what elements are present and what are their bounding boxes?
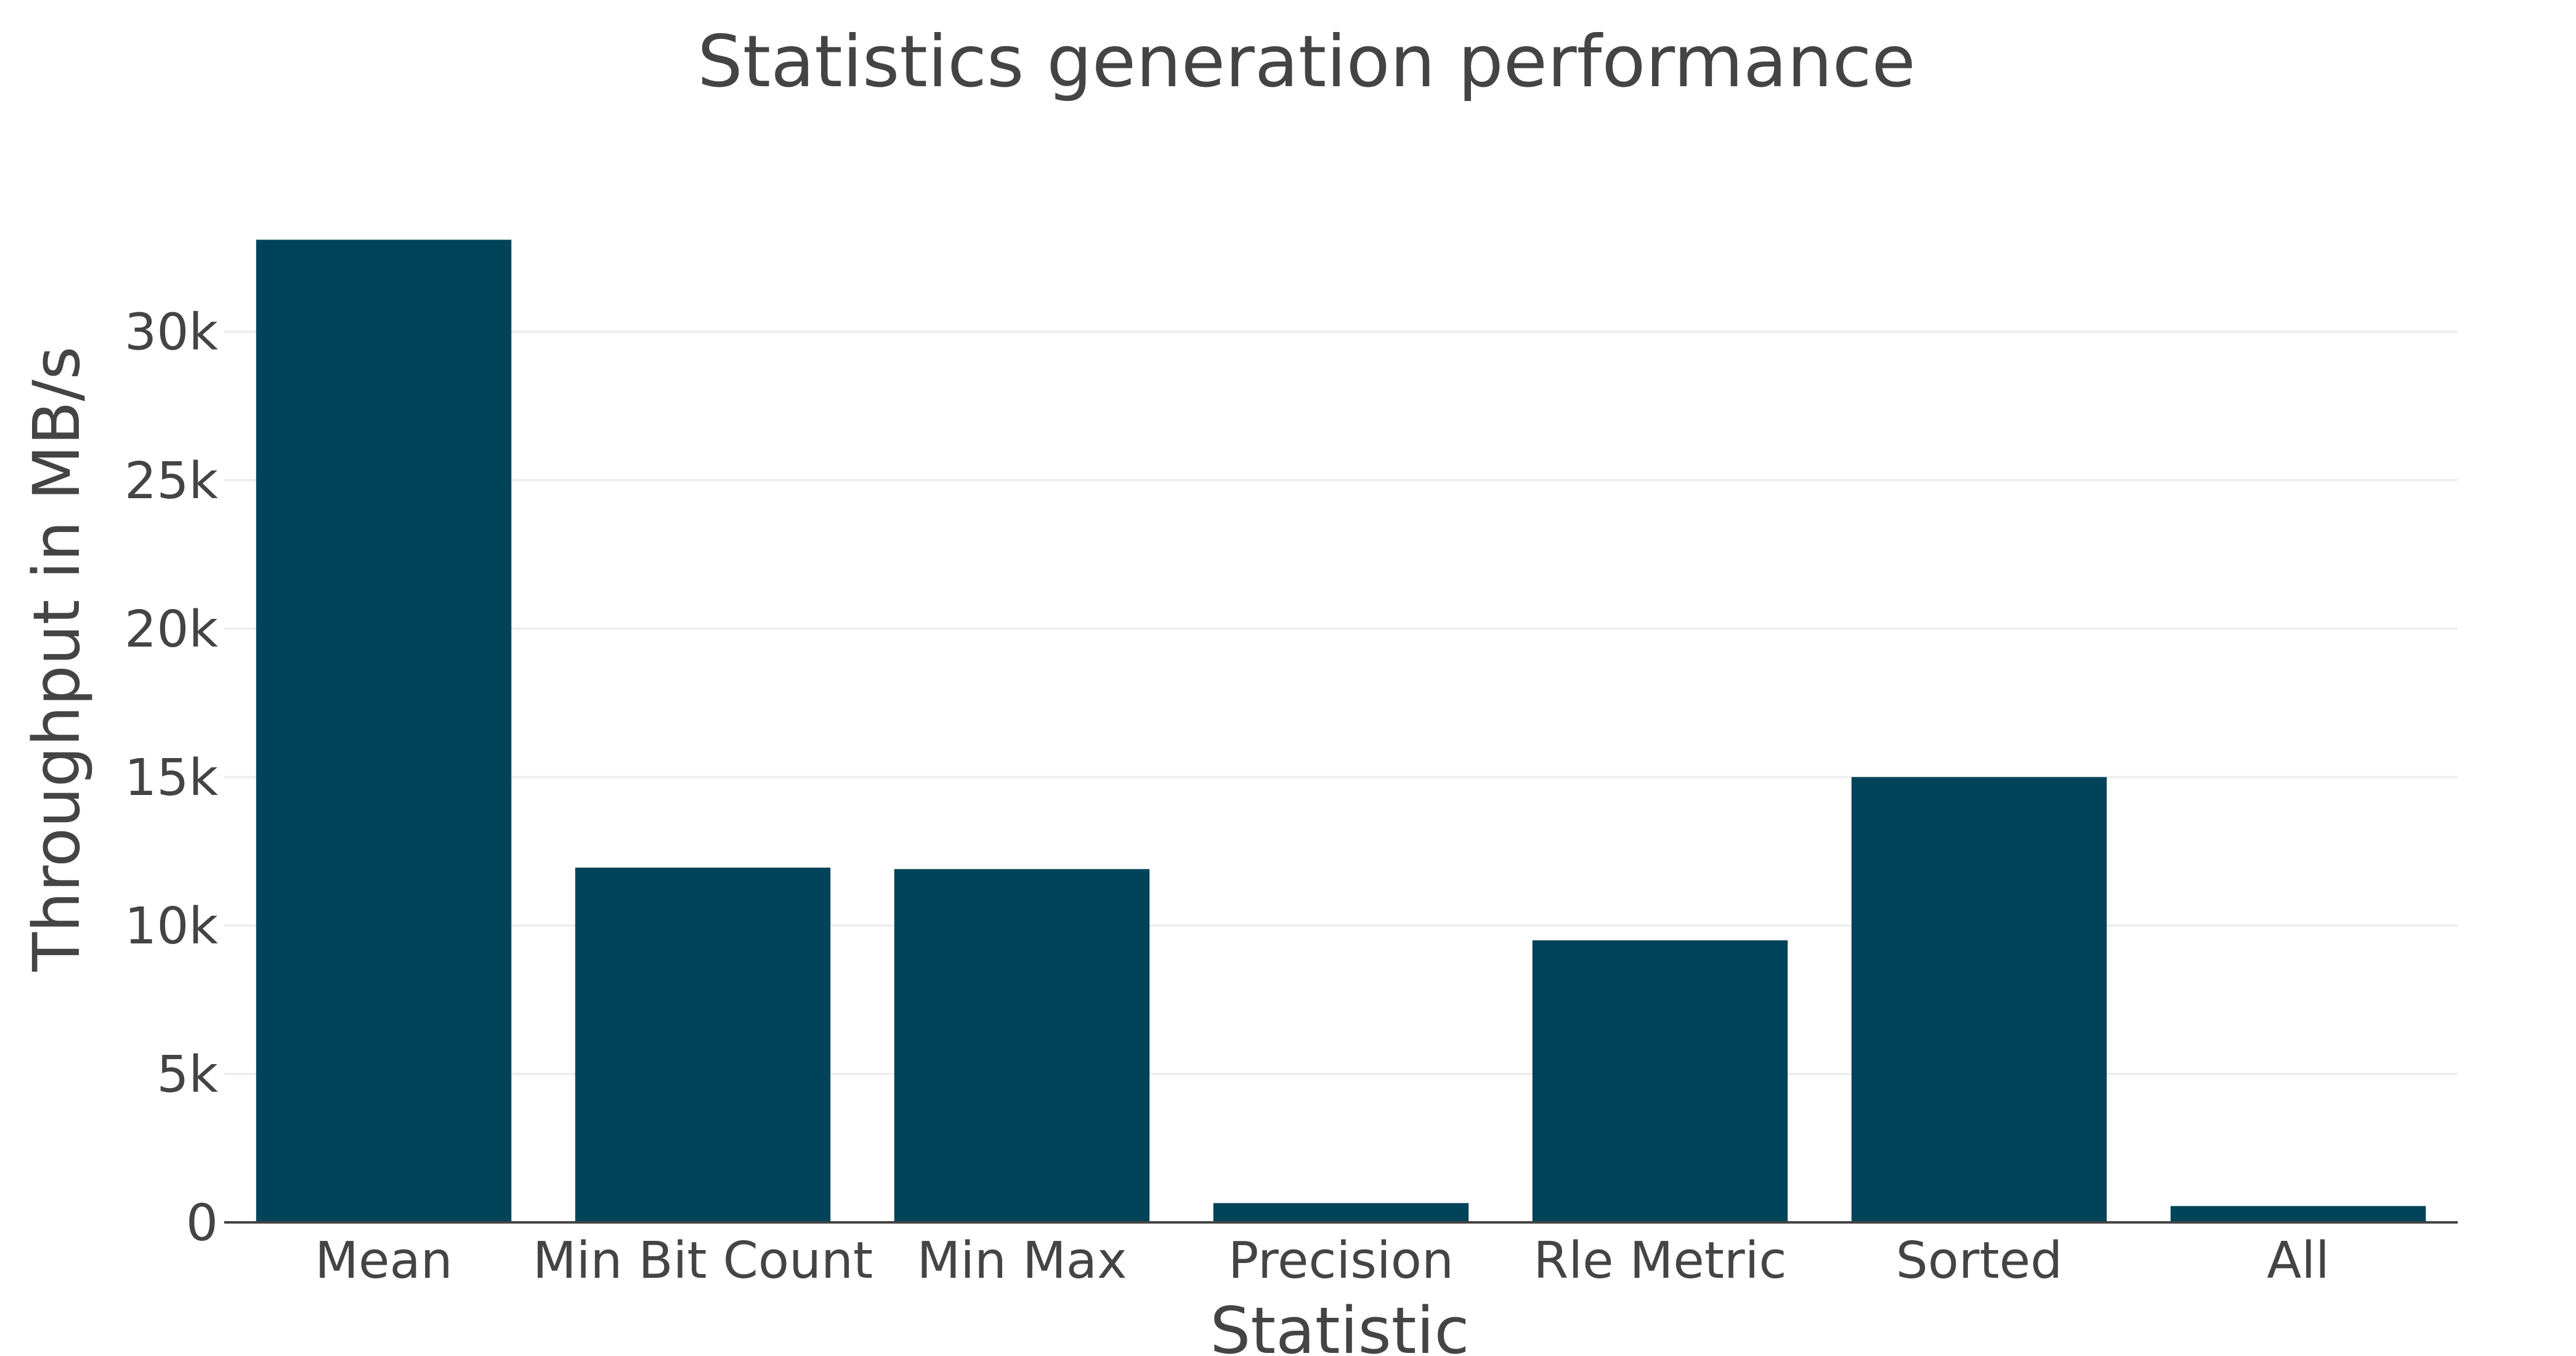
bar-mean (256, 240, 512, 1222)
x-tick-label: Min Bit Count (533, 1232, 873, 1290)
y-tick-label: 15k (124, 749, 218, 807)
x-tick-labels: Mean Min Bit Count Min Max Precision Rle Met… (315, 1232, 2330, 1290)
bar-min-max (894, 869, 1150, 1222)
y-gridlines (224, 330, 2458, 1075)
bar-sorted (1851, 777, 2107, 1222)
x-tick-label: All (2267, 1232, 2330, 1290)
y-tick-labels: 0 5k 10k 15k 20k 25k 30k (124, 304, 218, 1253)
y-tick-label: 25k (124, 452, 218, 511)
bar-min-bit-count (575, 867, 831, 1222)
bar-all (2170, 1206, 2426, 1222)
x-axis-title: Statistic (1210, 1293, 1469, 1356)
x-tick-label: Rle Metric (1533, 1232, 1786, 1290)
x-tick-label: Sorted (1896, 1232, 2063, 1290)
y-tick-label: 20k (124, 600, 218, 659)
y-tick-label: 5k (156, 1046, 218, 1104)
y-tick-label: 10k (124, 897, 218, 956)
chart-title: Statistics generation performance (697, 20, 1916, 103)
bars (256, 240, 2426, 1222)
y-tick-label: 0 (186, 1194, 218, 1253)
y-tick-label: 30k (124, 304, 218, 362)
bar-precision (1213, 1203, 1469, 1222)
x-tick-label: Precision (1228, 1232, 1454, 1290)
x-tick-label: Min Max (917, 1232, 1127, 1290)
bar-rle-metric (1532, 940, 1788, 1222)
y-axis-title: Throughput in MB/s (19, 346, 94, 972)
x-tick-label: Mean (315, 1232, 452, 1290)
